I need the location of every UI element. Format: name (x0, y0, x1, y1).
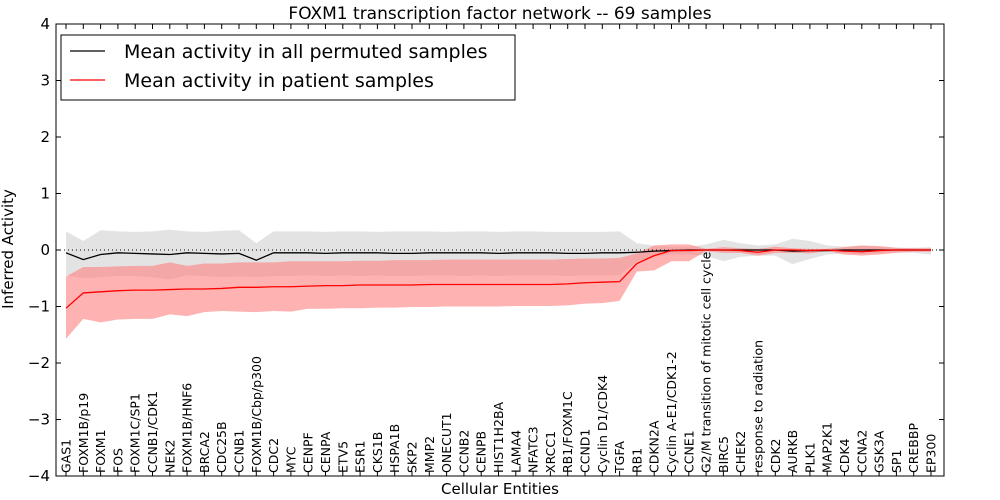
x-tick-label: CCND1 (578, 429, 593, 473)
x-tick-label: CCNA2 (854, 430, 869, 473)
y-tick-label: 1 (40, 185, 50, 203)
x-tick-label: CHEK2 (733, 431, 748, 473)
legend-label-permuted: Mean activity in all permuted samples (124, 41, 487, 63)
x-tick-label: FOXM1B/p19 (76, 393, 91, 473)
x-tick-label: GAS1 (59, 439, 74, 473)
x-tick-label: CENPB (474, 431, 489, 473)
x-tick-label: CDK4 (837, 438, 852, 473)
y-tick-label: −4 (28, 467, 50, 485)
x-tick-label: CDC2 (266, 438, 281, 473)
legend: Mean activity in all permuted samples Me… (60, 34, 516, 101)
x-axis-label: Cellular Entities (441, 480, 559, 498)
x-tick-label: CCNB1/CDK1 (145, 391, 160, 473)
legend-box (60, 34, 516, 101)
x-tick-label: ONECUT1 (439, 412, 454, 473)
x-tick-label: SP1 (889, 450, 904, 473)
y-axis-label: Inferred Activity (0, 189, 17, 309)
x-tick-label: BIRC5 (716, 436, 731, 473)
series-lines (65, 249, 932, 309)
x-tick-label: NEK2 (162, 440, 177, 473)
x-tick-label: LAMA4 (508, 430, 523, 473)
x-tick-label: CENPA (318, 431, 333, 473)
x-tick-label: ESR1 (353, 441, 368, 473)
confidence-bands (66, 229, 931, 339)
x-tick-label: RB1 (629, 448, 644, 473)
x-tick-label: G2/M transition of mitotic cell cycle (699, 251, 714, 473)
x-tick-label: response to radiation (751, 340, 766, 473)
x-tick-label: MMP2 (422, 436, 437, 473)
y-tick-label: −3 (28, 411, 50, 429)
x-tick-label: AURKB (785, 430, 800, 473)
x-tick-label: FOS (110, 448, 125, 473)
x-tick-label: CENPF (301, 432, 316, 473)
x-tick-label: MYC (283, 446, 298, 473)
y-tick-label: 4 (40, 15, 50, 33)
y-tick-label: 0 (40, 241, 50, 259)
x-tick-label: CCNB1 (232, 430, 247, 473)
y-tick-label: −1 (28, 298, 50, 316)
x-tick-label: CDC25B (214, 421, 229, 473)
plot-frame (55, 23, 945, 477)
x-tick-label: GSK3A (872, 430, 887, 473)
x-tick-label: HIST1H2BA (491, 401, 506, 473)
x-tick-label: FOXM1 (93, 429, 108, 473)
chart-title: FOXM1 transcription factor network -- 69… (288, 4, 711, 24)
x-tick-label: CCNB2 (456, 430, 471, 473)
x-tick-label: SKP2 (405, 441, 420, 473)
x-tick-label: TGFA (612, 441, 627, 474)
x-tick-label: PLK1 (802, 442, 817, 473)
x-tick-label: CCNE1 (681, 430, 696, 473)
x-axis-ticks: GAS1 FOXM1B/p19 FOXM1 FOS FOXM1C/SP1 CCNB1/CD… (59, 24, 939, 476)
x-tick-label: FOXM1B/Cbp/p300 (249, 356, 264, 473)
band-patient (66, 244, 931, 339)
x-tick-label: CDK2 (768, 438, 783, 473)
y-tick-label: −2 (28, 354, 50, 372)
x-tick-label: CKS1B (370, 432, 385, 473)
x-tick-label: XRCC1 (543, 431, 558, 473)
x-tick-label: HSPA1B (387, 424, 402, 473)
x-tick-label: EP300 (924, 434, 939, 473)
x-tick-label: Cyclin A-E1/CDK1-2 (664, 351, 679, 473)
x-tick-label: BRCA2 (197, 431, 212, 473)
x-tick-label: NFATC3 (526, 426, 541, 473)
x-tick-label: Cyclin D1/CDK4 (595, 375, 610, 473)
legend-label-patient: Mean activity in patient samples (124, 70, 434, 92)
x-tick-label: MAP2K1 (820, 422, 835, 473)
y-tick-label: 2 (40, 128, 50, 146)
x-tick-label: CREBBP (906, 423, 921, 473)
x-tick-label: CDKN2A (647, 420, 662, 473)
y-tick-label: 3 (40, 72, 50, 90)
x-tick-label: FOXM1C/SP1 (128, 393, 143, 473)
x-tick-label: ETV5 (335, 441, 350, 473)
x-tick-label: RB1/FOXM1C (560, 391, 575, 473)
x-tick-label: FOXM1B/HNF6 (180, 383, 195, 473)
